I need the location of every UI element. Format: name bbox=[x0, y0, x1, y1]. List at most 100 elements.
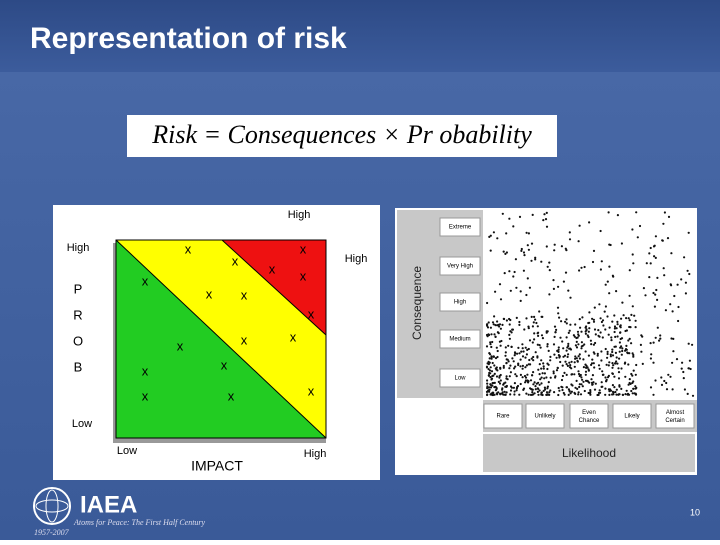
scatter-dot bbox=[612, 364, 615, 367]
scatter-dot bbox=[591, 374, 595, 377]
scatter-dot bbox=[607, 364, 610, 367]
scatter-dot bbox=[525, 317, 528, 320]
scatter-dot bbox=[631, 305, 634, 308]
scatter-dot bbox=[578, 357, 582, 360]
scatter-dot bbox=[610, 339, 613, 342]
scatter-dot bbox=[502, 393, 505, 396]
scatter-dot bbox=[665, 381, 668, 385]
level-cell bbox=[569, 403, 609, 429]
scatter-dot bbox=[586, 366, 589, 369]
scatter-dot bbox=[496, 324, 499, 327]
scatter-dot bbox=[604, 347, 607, 351]
scatter-dot bbox=[627, 383, 630, 386]
scatter-dot bbox=[496, 320, 499, 323]
scatter-dot bbox=[604, 305, 608, 308]
scatter-dot bbox=[552, 343, 556, 346]
scatter-dot bbox=[569, 392, 572, 395]
scatter-dot bbox=[521, 364, 525, 367]
scatter-dot bbox=[589, 389, 592, 392]
scatter-dot bbox=[536, 332, 539, 335]
scatter-dot bbox=[494, 324, 497, 327]
scatter-dot bbox=[563, 354, 567, 357]
title-bar bbox=[0, 0, 720, 72]
scatter-dot bbox=[671, 310, 674, 313]
scatter-dot bbox=[649, 357, 653, 360]
scatter-dot bbox=[552, 372, 555, 375]
scatter-dot bbox=[532, 359, 535, 362]
scatter-dot bbox=[644, 294, 647, 297]
scatter-dot bbox=[487, 321, 490, 324]
scatter-dot bbox=[495, 346, 498, 349]
scatter-dot bbox=[599, 391, 602, 394]
scatter-dot bbox=[598, 303, 601, 306]
scatter-dot bbox=[609, 353, 612, 356]
scatter-dot bbox=[498, 382, 502, 385]
scatter-dot bbox=[564, 360, 567, 363]
scatter-dot bbox=[672, 337, 675, 340]
scatter-dot bbox=[621, 349, 624, 353]
scatter-dot bbox=[613, 327, 617, 330]
scatter-dot bbox=[496, 369, 499, 372]
scatter-dot bbox=[526, 244, 529, 247]
scatter-dot bbox=[570, 367, 573, 370]
scatter-dot bbox=[553, 391, 556, 394]
scatter-dot bbox=[534, 388, 537, 391]
scatter-dot bbox=[544, 388, 547, 391]
scatter-dot bbox=[555, 356, 558, 359]
scatter-dot bbox=[606, 350, 609, 353]
scatter-dot bbox=[508, 270, 511, 273]
scatter-dot bbox=[504, 252, 507, 255]
scatter-dot bbox=[588, 381, 591, 384]
scatter-dot bbox=[519, 358, 522, 361]
scatter-dot bbox=[578, 353, 581, 356]
scatter-dot bbox=[528, 286, 532, 289]
scatter-dot bbox=[494, 367, 497, 370]
scatter-dot bbox=[492, 231, 495, 234]
scatter-dot bbox=[554, 375, 557, 378]
level-cell bbox=[439, 217, 481, 237]
scatter-dot bbox=[540, 315, 543, 318]
scatter-dot bbox=[558, 355, 561, 358]
scatter-dot bbox=[619, 331, 622, 334]
scatter-dot bbox=[542, 389, 545, 392]
scatter-dot bbox=[575, 379, 578, 382]
scatter-dot bbox=[617, 393, 620, 396]
scatter-dot bbox=[504, 351, 507, 354]
scatter-dot bbox=[632, 262, 635, 265]
scatter-dot bbox=[546, 393, 549, 396]
scatter-dot bbox=[533, 315, 536, 318]
scatter-dot bbox=[564, 271, 568, 274]
scatter-dot bbox=[536, 356, 539, 359]
scatter-dot bbox=[566, 346, 569, 349]
scatter-dot bbox=[538, 373, 541, 376]
scatter-dot bbox=[545, 391, 549, 394]
scatter-dot bbox=[524, 381, 527, 384]
scatter-dot bbox=[664, 309, 668, 312]
logo-emblem bbox=[33, 487, 71, 525]
scatter-dot bbox=[581, 378, 584, 381]
scatter-dot bbox=[517, 362, 520, 365]
scatter-dot bbox=[638, 224, 642, 228]
scatter-dot bbox=[565, 386, 569, 389]
scatter-dot bbox=[652, 341, 655, 344]
scatter-dot bbox=[580, 341, 584, 344]
scatter-dot bbox=[494, 290, 497, 293]
scatter-dot bbox=[532, 393, 535, 396]
scatter-dot bbox=[499, 393, 502, 396]
scatter-dot bbox=[492, 374, 495, 377]
scatter-dot bbox=[519, 290, 522, 293]
scatter-dot bbox=[689, 367, 692, 371]
scatter-dot bbox=[626, 351, 629, 354]
scatter-dot bbox=[617, 371, 621, 374]
scatter-dot bbox=[565, 373, 568, 376]
scatter-dot bbox=[514, 258, 518, 261]
scatter-dot bbox=[634, 385, 637, 388]
scatter-dot bbox=[542, 362, 545, 365]
scatter-dot bbox=[566, 355, 569, 358]
scatter-dot bbox=[521, 355, 525, 358]
scatter-dot bbox=[591, 383, 594, 386]
scatter-dot bbox=[616, 323, 619, 326]
scatter-dot bbox=[596, 393, 599, 397]
scatter-dot bbox=[493, 364, 496, 367]
scatter-dot bbox=[574, 357, 577, 360]
